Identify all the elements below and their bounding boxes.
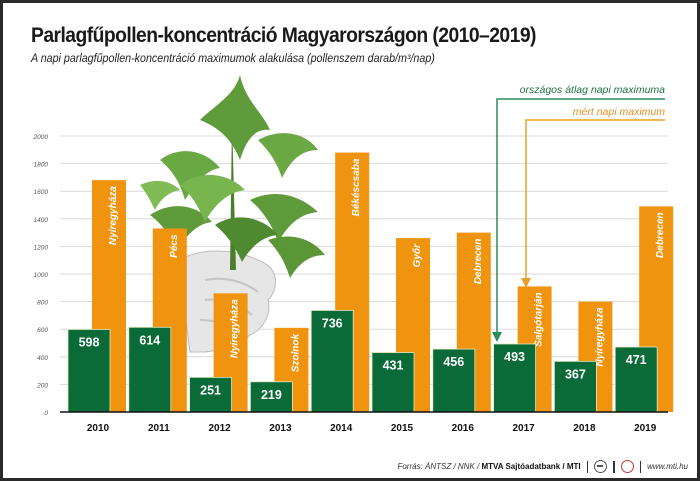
city-label: Győr — [412, 243, 423, 267]
value-label: 598 — [79, 335, 100, 349]
x-tick-label: 2019 — [634, 423, 657, 434]
legend-orange-arrow-line — [525, 119, 665, 280]
green-bar-national-avg — [614, 346, 658, 413]
separator — [613, 460, 615, 473]
legend-national-average: országos átlag napi maximuma — [520, 84, 665, 96]
city-label: Nyíregyháza — [594, 307, 605, 366]
y-tick-label: 200 — [36, 382, 48, 389]
y-tick-label: 2000 — [33, 134, 49, 141]
city-label: Salgótarján — [534, 292, 545, 346]
y-tick-label: 1200 — [34, 244, 49, 251]
city-label: Debrecen — [473, 239, 484, 285]
city-label: Debrecen — [655, 212, 666, 258]
legend-green-arrow-line — [496, 98, 665, 334]
separator — [639, 460, 642, 473]
source-text: Forrás: ÁNTSZ / NNK / MTVA Sajtóadatbank… — [397, 462, 581, 471]
value-label: 471 — [626, 353, 647, 367]
footer-source: Forrás: ÁNTSZ / NNK / MTVA Sajtóadatbank… — [397, 460, 688, 473]
mti-logo-icon — [620, 460, 634, 473]
city-label: Nyíregyháza — [230, 299, 241, 358]
x-tick-label: 2010 — [87, 423, 110, 434]
city-label: Nyíregyháza — [108, 186, 119, 245]
green-bar-national-avg — [554, 360, 597, 413]
chart-title: Parlagfűpollen-koncentráció Magyarország… — [31, 24, 536, 47]
green-bar-national-avg — [310, 310, 354, 413]
chart-subtitle: A napi parlagfűpollen-koncentráció maxim… — [31, 53, 435, 65]
green-bar-national-avg — [67, 329, 111, 413]
y-tick-label: 1600 — [34, 189, 49, 196]
x-tick-label: 2015 — [391, 423, 414, 434]
mtva-logo-icon — [594, 460, 608, 473]
legend-measured-maximum: mért napi maximum — [573, 106, 665, 118]
axis: 0 200 400 600 800 1000 1200 1400 1600 1800 2000 201… — [33, 134, 668, 434]
website-link[interactable]: www.mti.hu — [647, 462, 688, 471]
x-tick-label: 2012 — [208, 423, 231, 434]
y-tick-label: 800 — [37, 300, 48, 307]
separator — [586, 460, 589, 473]
y-tick-label: 600 — [37, 327, 48, 334]
value-label: 219 — [261, 388, 282, 402]
y-tick-label: 1800 — [34, 162, 49, 169]
value-label: 367 — [565, 367, 586, 381]
x-tick-label: 2017 — [512, 423, 535, 434]
y-tick-label: 0 — [44, 410, 48, 417]
city-label: Békéscsaba — [351, 158, 362, 216]
green-bar-national-avg — [432, 348, 476, 413]
y-tick-label: 400 — [37, 355, 48, 362]
legend-orange-arrowhead — [521, 278, 531, 288]
city-label: Szolnok — [290, 333, 301, 372]
bars: Nyíregyháza 598 Pécs 614 Nyíregyháza 251 Szoln… — [67, 152, 674, 413]
legend-green-arrowhead — [492, 332, 502, 342]
value-label: 736 — [322, 316, 343, 330]
y-tick-label: 1000 — [34, 272, 49, 279]
x-tick-label: 2014 — [330, 423, 353, 434]
x-tick-label: 2013 — [269, 423, 292, 434]
x-tick-label: 2018 — [573, 423, 596, 434]
value-label: 493 — [504, 350, 525, 364]
x-tick-label: 2011 — [148, 423, 170, 434]
x-tick-label: 2016 — [452, 423, 475, 434]
value-label: 251 — [200, 383, 221, 397]
city-label: Pécs — [169, 234, 180, 258]
legend: országos átlag napi maximuma mért napi m… — [492, 84, 665, 342]
y-tick-label: 1400 — [34, 217, 49, 224]
value-label: 456 — [443, 355, 464, 369]
green-bar-national-avg — [249, 381, 293, 413]
value-label: 614 — [139, 333, 160, 347]
value-label: 431 — [383, 359, 404, 373]
